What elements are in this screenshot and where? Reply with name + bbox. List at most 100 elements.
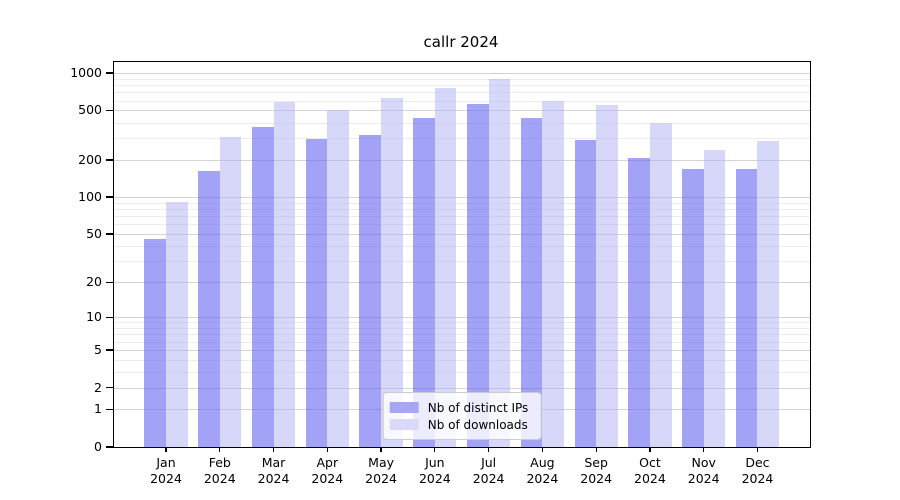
bar-distinct-ips bbox=[520, 117, 543, 447]
x-tick-label: Nov 2024 bbox=[676, 455, 732, 488]
gridline-minor bbox=[114, 202, 810, 204]
legend-row: Nb of distinct IPs bbox=[389, 399, 529, 416]
x-tick-label-line: Jul bbox=[481, 455, 497, 470]
bar-downloads bbox=[757, 141, 780, 447]
bar-downloads bbox=[381, 97, 403, 447]
x-tick-mark bbox=[165, 447, 167, 452]
gridline-minor bbox=[114, 322, 810, 324]
gridline-major bbox=[114, 159, 810, 161]
gridline-minor bbox=[114, 224, 810, 226]
legend-swatch-distinct-ips bbox=[389, 401, 419, 414]
x-tick-label: Feb 2024 bbox=[192, 455, 248, 488]
x-tick-mark bbox=[272, 447, 275, 452]
y-tick-mark bbox=[105, 281, 113, 283]
y-tick-label: 100 bbox=[78, 189, 102, 205]
bar-downloads bbox=[488, 79, 511, 447]
bar-distinct-ips bbox=[413, 117, 435, 447]
gridline-major bbox=[114, 387, 810, 389]
gridline-minor bbox=[114, 92, 810, 94]
legend-label: Nb of downloads bbox=[427, 417, 528, 432]
bar-downloads bbox=[273, 101, 296, 447]
x-tick-label-line: 2024 bbox=[741, 471, 774, 487]
bar-distinct-ips bbox=[628, 157, 650, 447]
x-tick-mark bbox=[487, 447, 490, 452]
x-tick-label-line: 2024 bbox=[687, 471, 720, 487]
y-tick-mark bbox=[105, 408, 113, 411]
x-tick-label-line: Apr bbox=[316, 455, 339, 470]
gridline-minor bbox=[114, 85, 810, 87]
x-tick-label-line: Mar bbox=[261, 455, 286, 470]
x-tick-label-line: Jan bbox=[156, 455, 176, 470]
x-tick-label: Mar 2024 bbox=[246, 455, 302, 488]
y-tick-label: 20 bbox=[86, 274, 102, 290]
x-tick-mark bbox=[219, 447, 221, 452]
y-tick-label: 0 bbox=[94, 439, 102, 454]
gridline-minor bbox=[114, 359, 810, 361]
bar-distinct-ips bbox=[198, 170, 220, 447]
gridline-major bbox=[114, 234, 810, 236]
x-tick-label-line: May bbox=[368, 455, 394, 470]
gridline-minor bbox=[114, 78, 810, 80]
bar-downloads bbox=[596, 105, 618, 447]
gridline-major bbox=[114, 72, 810, 74]
bar-distinct-ips bbox=[467, 104, 489, 447]
gridline-minor bbox=[114, 334, 810, 336]
x-tick-label-line: 2024 bbox=[634, 471, 666, 487]
bar-distinct-ips bbox=[251, 126, 274, 447]
x-tick-label-line: Jun bbox=[425, 455, 445, 470]
gridline-minor bbox=[114, 100, 810, 102]
legend: Nb of distinct IPs Nb of downloads bbox=[382, 392, 542, 440]
x-tick-label-line: 2024 bbox=[203, 471, 236, 487]
bar-distinct-ips bbox=[574, 140, 597, 447]
y-tick-label: 200 bbox=[78, 151, 102, 167]
y-tick-mark bbox=[105, 233, 113, 235]
x-tick-label: Jun 2024 bbox=[407, 455, 463, 488]
x-tick-label-line: Nov bbox=[691, 455, 716, 470]
x-tick-mark bbox=[595, 447, 597, 452]
chart-title: callr 2024 bbox=[423, 33, 499, 51]
bar-downloads bbox=[649, 123, 672, 447]
gridline-minor bbox=[114, 122, 810, 124]
y-tick-label: 10 bbox=[86, 309, 102, 325]
y-tick-mark bbox=[105, 386, 113, 389]
x-tick-mark bbox=[326, 447, 328, 452]
gridline-minor bbox=[114, 216, 810, 218]
bar-downloads bbox=[219, 136, 242, 447]
gridline-minor bbox=[114, 341, 810, 343]
x-tick-mark bbox=[434, 447, 436, 452]
x-tick-label: Apr 2024 bbox=[299, 455, 355, 488]
x-tick-label-line: 2024 bbox=[418, 471, 451, 487]
bar-downloads bbox=[166, 201, 188, 447]
gridline-major bbox=[114, 349, 810, 351]
legend-label: Nb of distinct IPs bbox=[427, 400, 529, 415]
gridline-minor bbox=[114, 328, 810, 330]
x-tick-label-line: 2024 bbox=[580, 471, 613, 487]
bar-downloads bbox=[434, 87, 457, 447]
gridline-minor bbox=[114, 245, 810, 247]
x-tick-label-line: Sep bbox=[584, 455, 608, 470]
bar-distinct-ips bbox=[359, 134, 382, 447]
gridline-major bbox=[114, 110, 810, 112]
y-tick-label: 1 bbox=[94, 401, 102, 417]
x-tick-label-line: 2024 bbox=[257, 471, 290, 487]
gridline-minor bbox=[114, 209, 810, 211]
y-tick-label: 5 bbox=[94, 341, 102, 357]
y-tick-label: 500 bbox=[78, 102, 102, 118]
gridline-major bbox=[114, 197, 810, 199]
x-tick-label-line: Aug bbox=[530, 455, 555, 470]
x-tick-mark bbox=[380, 447, 382, 452]
bar-distinct-ips bbox=[144, 238, 166, 447]
x-tick-label-line: Oct bbox=[639, 455, 661, 470]
y-tick-mark bbox=[105, 109, 113, 112]
x-tick-label: Sep 2024 bbox=[568, 455, 624, 488]
y-tick-mark bbox=[105, 446, 113, 448]
gridline-minor bbox=[114, 371, 810, 373]
y-tick-mark bbox=[105, 316, 113, 318]
bar-downloads bbox=[703, 149, 726, 447]
x-tick-label-line: 2024 bbox=[472, 471, 505, 487]
bar-downloads bbox=[327, 109, 349, 447]
y-tick-mark bbox=[105, 72, 113, 74]
x-tick-mark bbox=[703, 447, 705, 452]
x-tick-label-line: 2024 bbox=[365, 471, 397, 487]
y-tick-label: 50 bbox=[86, 226, 102, 242]
